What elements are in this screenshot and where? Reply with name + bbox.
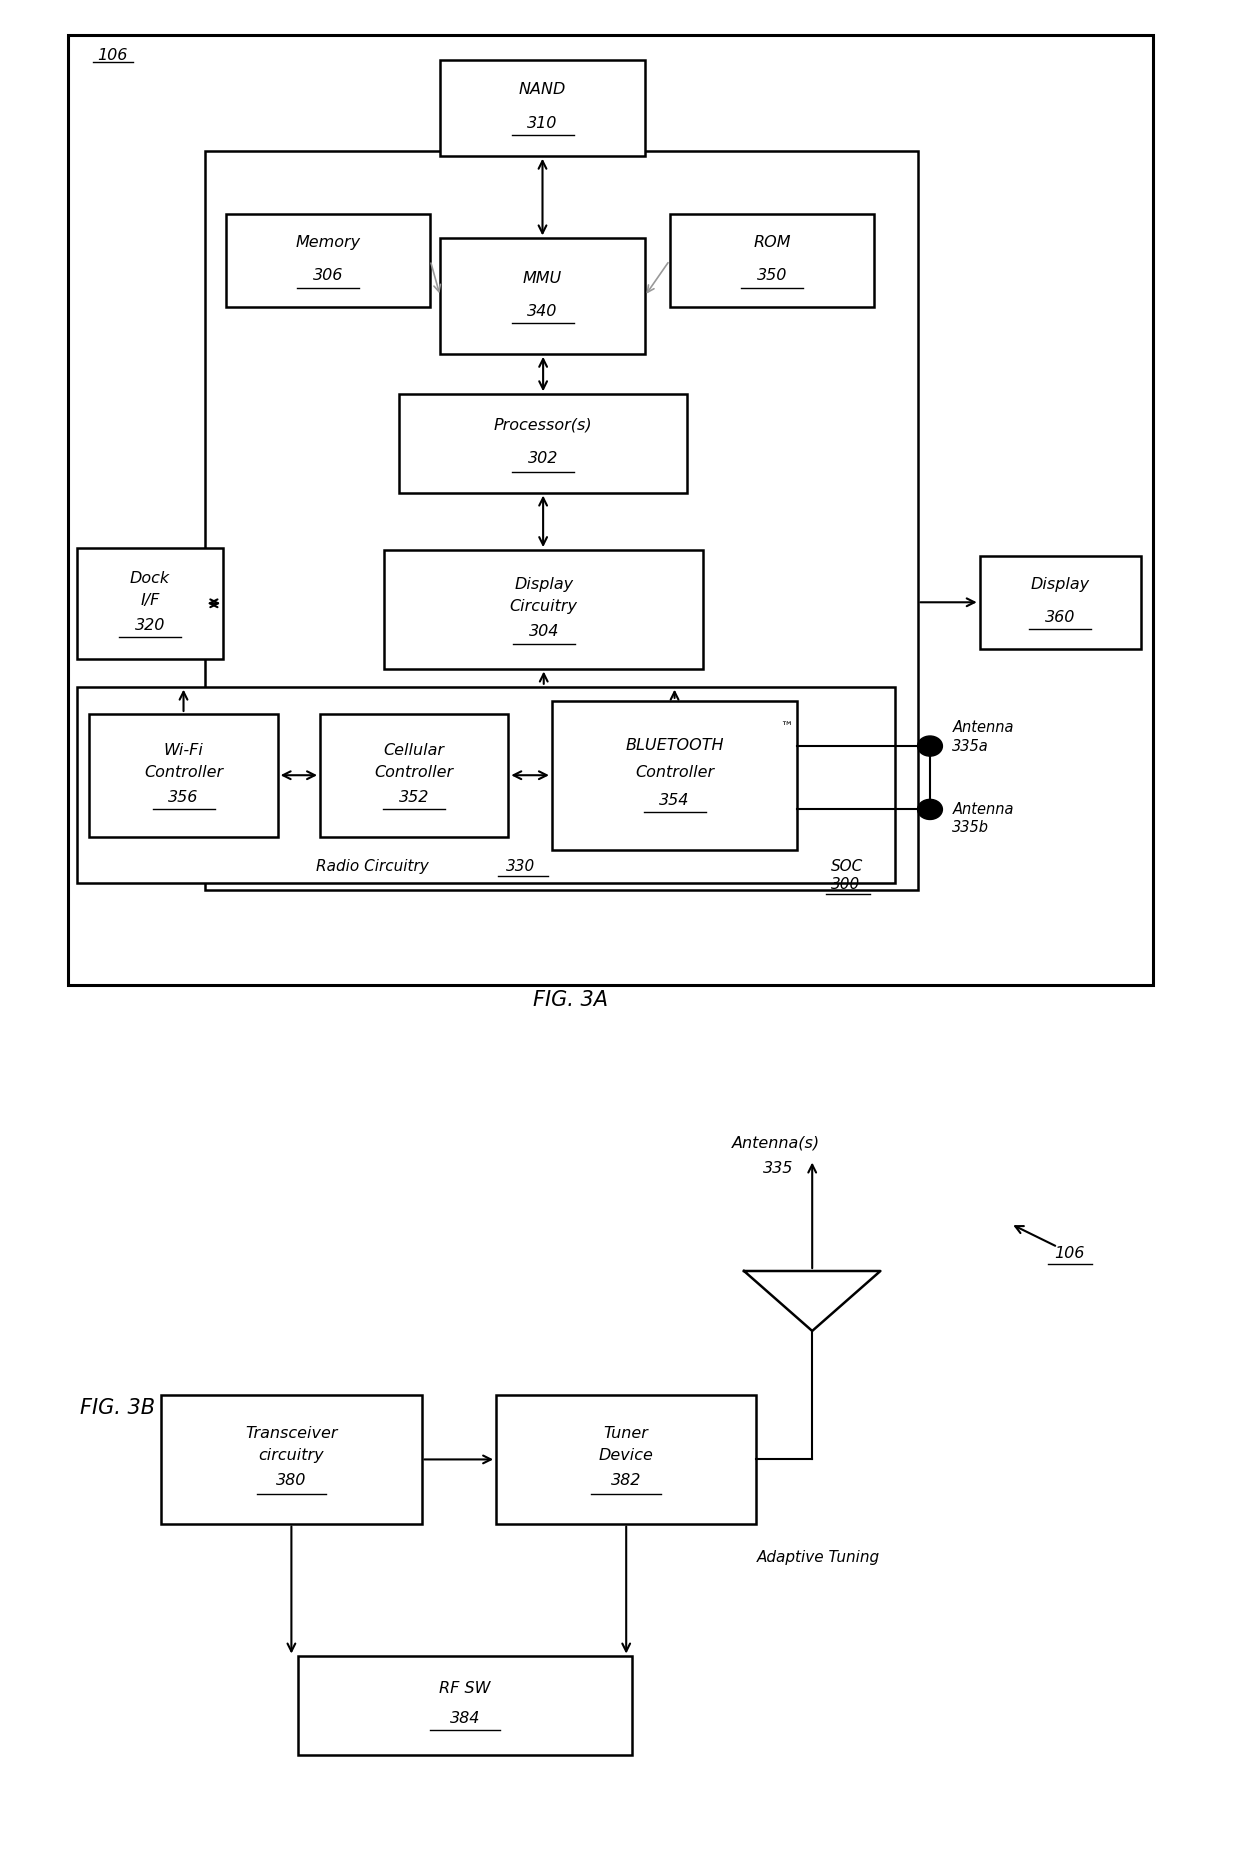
Text: Device: Device: [599, 1447, 653, 1464]
Bar: [77, 687, 895, 883]
Text: 304: 304: [528, 624, 559, 639]
Text: Dock: Dock: [130, 570, 170, 587]
Text: I/F: I/F: [140, 592, 160, 607]
Text: circuitry: circuitry: [259, 1447, 324, 1464]
Text: 356: 356: [169, 789, 198, 804]
Text: 106: 106: [97, 48, 126, 63]
Bar: [440, 238, 645, 354]
Text: NAND: NAND: [518, 82, 567, 97]
Bar: [226, 214, 430, 307]
Text: 384: 384: [450, 1711, 480, 1726]
Text: Display: Display: [1030, 577, 1090, 592]
Bar: [89, 713, 278, 836]
Circle shape: [918, 799, 942, 819]
Text: Display: Display: [515, 577, 573, 592]
Text: Antenna: Antenna: [952, 803, 1014, 817]
Bar: [320, 713, 508, 836]
Text: 320: 320: [135, 618, 165, 633]
Bar: [161, 1395, 422, 1523]
Bar: [68, 35, 1153, 985]
Text: Tuner: Tuner: [604, 1426, 649, 1441]
Bar: [205, 151, 918, 890]
Bar: [399, 395, 687, 493]
Text: Transceiver: Transceiver: [246, 1426, 337, 1441]
Text: 354: 354: [660, 793, 689, 808]
Text: 310: 310: [527, 115, 558, 130]
Text: Wi-Fi: Wi-Fi: [164, 743, 203, 758]
Bar: [552, 700, 797, 849]
Text: Memory: Memory: [295, 235, 361, 250]
Text: 340: 340: [527, 304, 558, 318]
Text: ROM: ROM: [753, 235, 791, 250]
Text: 300: 300: [831, 877, 861, 892]
Text: 330: 330: [506, 858, 536, 875]
Circle shape: [918, 735, 942, 756]
Text: Antenna: Antenna: [952, 721, 1014, 735]
Text: 335: 335: [763, 1160, 792, 1175]
Bar: [384, 549, 703, 668]
Text: Controller: Controller: [635, 765, 714, 780]
Text: 350: 350: [756, 268, 787, 283]
Text: Controller: Controller: [144, 765, 223, 780]
Text: 360: 360: [1045, 611, 1075, 626]
Text: 380: 380: [277, 1473, 306, 1488]
Text: Cellular: Cellular: [383, 743, 445, 758]
Text: ™: ™: [780, 721, 792, 734]
Text: 335b: 335b: [952, 819, 990, 834]
Text: RF SW: RF SW: [439, 1681, 491, 1696]
Bar: [440, 60, 645, 156]
Text: Adaptive Tuning: Adaptive Tuning: [756, 1551, 879, 1566]
Text: 352: 352: [399, 789, 429, 804]
Text: 382: 382: [611, 1473, 641, 1488]
Text: 106: 106: [1054, 1246, 1084, 1261]
Text: FIG. 3B: FIG. 3B: [81, 1398, 155, 1419]
Text: FIG. 3A: FIG. 3A: [533, 991, 608, 1011]
Text: 335a: 335a: [952, 739, 990, 754]
Text: BLUETOOTH: BLUETOOTH: [625, 737, 724, 752]
Text: 302: 302: [528, 451, 558, 466]
Text: Antenna(s): Antenna(s): [732, 1136, 820, 1151]
Bar: [980, 557, 1141, 648]
Text: MMU: MMU: [523, 270, 562, 285]
Bar: [298, 1657, 632, 1754]
Text: Radio Circuitry: Radio Circuitry: [316, 858, 428, 875]
Bar: [670, 214, 874, 307]
Text: Controller: Controller: [374, 765, 454, 780]
Text: SOC: SOC: [831, 858, 863, 875]
Bar: [77, 547, 223, 659]
Text: 306: 306: [312, 268, 343, 283]
Text: Circuitry: Circuitry: [510, 600, 578, 614]
Text: Processor(s): Processor(s): [494, 417, 593, 432]
Bar: [496, 1395, 756, 1523]
